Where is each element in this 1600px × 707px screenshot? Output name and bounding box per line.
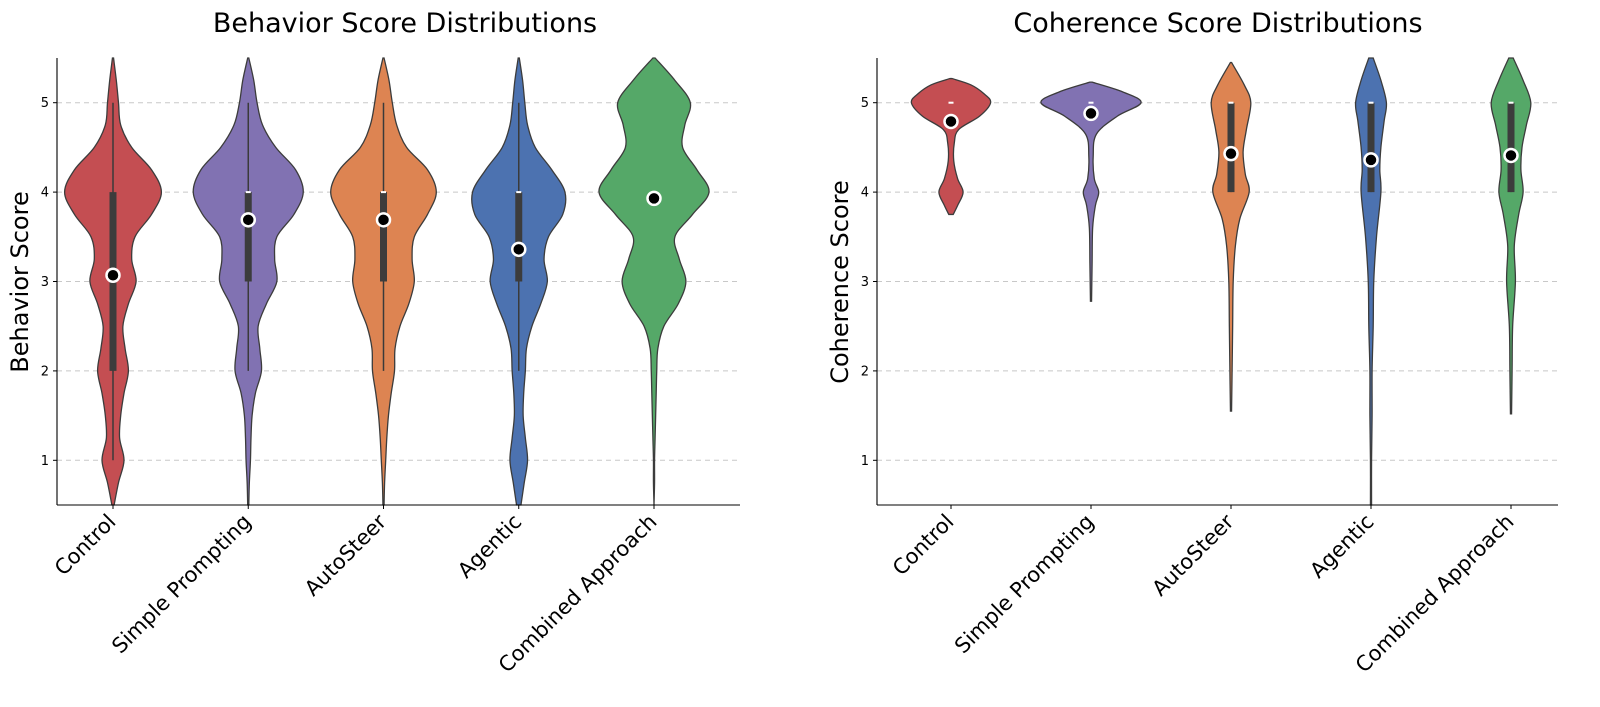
y-tick-label: 5: [861, 96, 869, 111]
y-tick-label: 3: [861, 275, 869, 290]
mean-marker-combined-approach: [1503, 147, 1519, 164]
violin-group-combined-approach: [598, 57, 710, 506]
behavior-y-axis-label: Behavior Score: [6, 191, 34, 372]
x-tick-label-combined-approach: Combined Approach: [494, 510, 662, 678]
coherence-y-ticks: 1 2 3 4 5: [861, 96, 869, 469]
violin-group-autosteer: [1210, 61, 1252, 412]
y-tick-label: 4: [41, 186, 49, 201]
y-tick-label: 3: [41, 275, 49, 290]
behavior-x-ticks: Control Simple Prompting AutoSteer Agent…: [50, 509, 662, 677]
y-tick-label: 1: [41, 454, 49, 469]
coherence-title: Coherence Score Distributions: [1013, 8, 1422, 39]
x-tick-label-autosteer: AutoSteer: [1147, 509, 1238, 600]
x-tick-label-autosteer: AutoSteer: [300, 509, 391, 600]
violin-group-combined-approach: [1490, 57, 1532, 415]
behavior-violins: [63, 57, 710, 506]
coherence-y-axis-label: Coherence Score: [826, 180, 854, 384]
coherence-gridlines: [877, 102, 1558, 461]
mean-marker-simple-prompting: [240, 212, 256, 228]
x-tick-label-agentic: Agentic: [1305, 510, 1378, 583]
coherence-x-ticks: Control Simple Prompting AutoSteer Agent…: [888, 509, 1519, 677]
violin-group-agentic: [1354, 57, 1388, 506]
coherence-violins: [910, 57, 1532, 506]
mean-marker-autosteer: [1223, 145, 1239, 162]
mean-marker-agentic: [511, 241, 527, 258]
mean-marker-agentic: [1363, 152, 1379, 168]
behavior-title: Behavior Score Distributions: [213, 8, 597, 39]
violin-control: [910, 77, 992, 216]
mean-marker-simple-prompting: [1083, 105, 1099, 122]
mean-marker-autosteer: [375, 212, 392, 228]
violin-group-control: [63, 57, 163, 506]
coherence-axes: [873, 58, 1558, 509]
y-tick-label: 1: [861, 454, 869, 469]
violin-group-agentic: [471, 57, 567, 506]
violin-autosteer: [1210, 61, 1252, 412]
violin-group-autosteer: [330, 57, 437, 506]
violin-combined-approach: [1490, 57, 1532, 415]
x-tick-label-control: Control: [888, 510, 959, 581]
violin-combined-approach: [598, 57, 710, 506]
mean-marker-combined-approach: [646, 190, 662, 207]
violin-group-simple-prompting: [1040, 81, 1142, 302]
x-tick-label-simple-prompting: Simple Prompting: [107, 510, 256, 659]
violin-group-simple-prompting: [192, 57, 304, 506]
behavior-axes: [53, 58, 740, 509]
behavior-y-ticks: 1 2 3 4 5: [41, 96, 49, 469]
x-tick-label-combined-approach: Combined Approach: [1351, 510, 1519, 678]
x-tick-label-simple-prompting: Simple Prompting: [950, 510, 1099, 659]
violin-agentic: [1354, 57, 1388, 506]
mean-marker-control: [943, 113, 959, 130]
y-tick-label: 5: [41, 96, 49, 111]
mean-marker-control: [105, 267, 121, 283]
y-tick-label: 2: [41, 364, 49, 379]
violin-group-control: [910, 77, 992, 216]
x-tick-label-agentic: Agentic: [453, 510, 526, 583]
y-tick-label: 4: [861, 186, 869, 201]
violin-simple-prompting: [1040, 81, 1142, 302]
y-tick-label: 2: [861, 364, 869, 379]
behavior-panel: Behavior Score Distributions Behavior Sc…: [6, 8, 740, 677]
x-tick-label-control: Control: [50, 510, 121, 581]
coherence-panel: Coherence Score Distributions Coherence …: [826, 8, 1558, 677]
